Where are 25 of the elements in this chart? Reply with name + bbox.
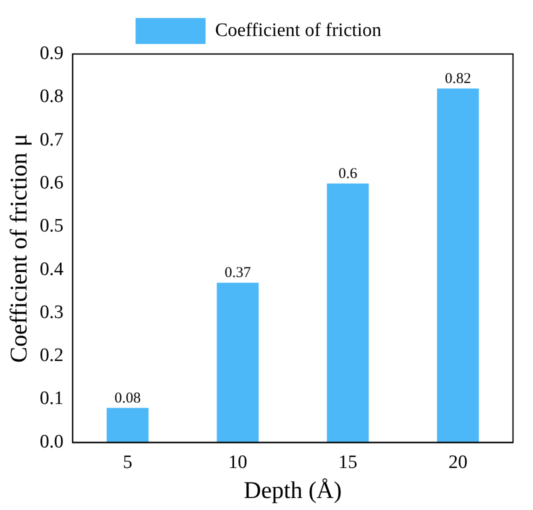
- y-axis-title: Coefficient of friction μ: [6, 134, 33, 363]
- y-tick-label: 0.7: [40, 129, 64, 150]
- bar: [437, 88, 479, 442]
- bar: [216, 282, 259, 442]
- y-tick-label: 0.1: [40, 388, 64, 410]
- y-tick-label: 0.4: [40, 258, 64, 280]
- data-label: 0.82: [444, 70, 472, 87]
- y-tick-label: 0.6: [40, 172, 64, 194]
- data-label: 0.37: [224, 265, 252, 282]
- x-axis-title: Depth (Å): [244, 478, 342, 504]
- x-tick-label: 5: [122, 452, 132, 473]
- y-tick-label: 0.2: [40, 345, 64, 366]
- data-label: 0.08: [114, 390, 141, 406]
- y-tick-label: 0.5: [40, 216, 64, 237]
- y-tick-label: 0.3: [40, 302, 64, 323]
- y-tick-label: 0.8: [40, 86, 64, 108]
- x-tick-label: 20: [448, 452, 468, 473]
- x-tick-label: 10: [228, 452, 248, 473]
- y-tick-label: 0.9: [40, 42, 64, 64]
- data-label: 0.6: [338, 166, 358, 182]
- y-tick-label: 0.0: [40, 431, 64, 452]
- legend-label: Coefficient of friction: [215, 20, 382, 41]
- bar: [326, 183, 369, 442]
- x-tick-label: 15: [338, 452, 358, 473]
- bar: [106, 408, 149, 442]
